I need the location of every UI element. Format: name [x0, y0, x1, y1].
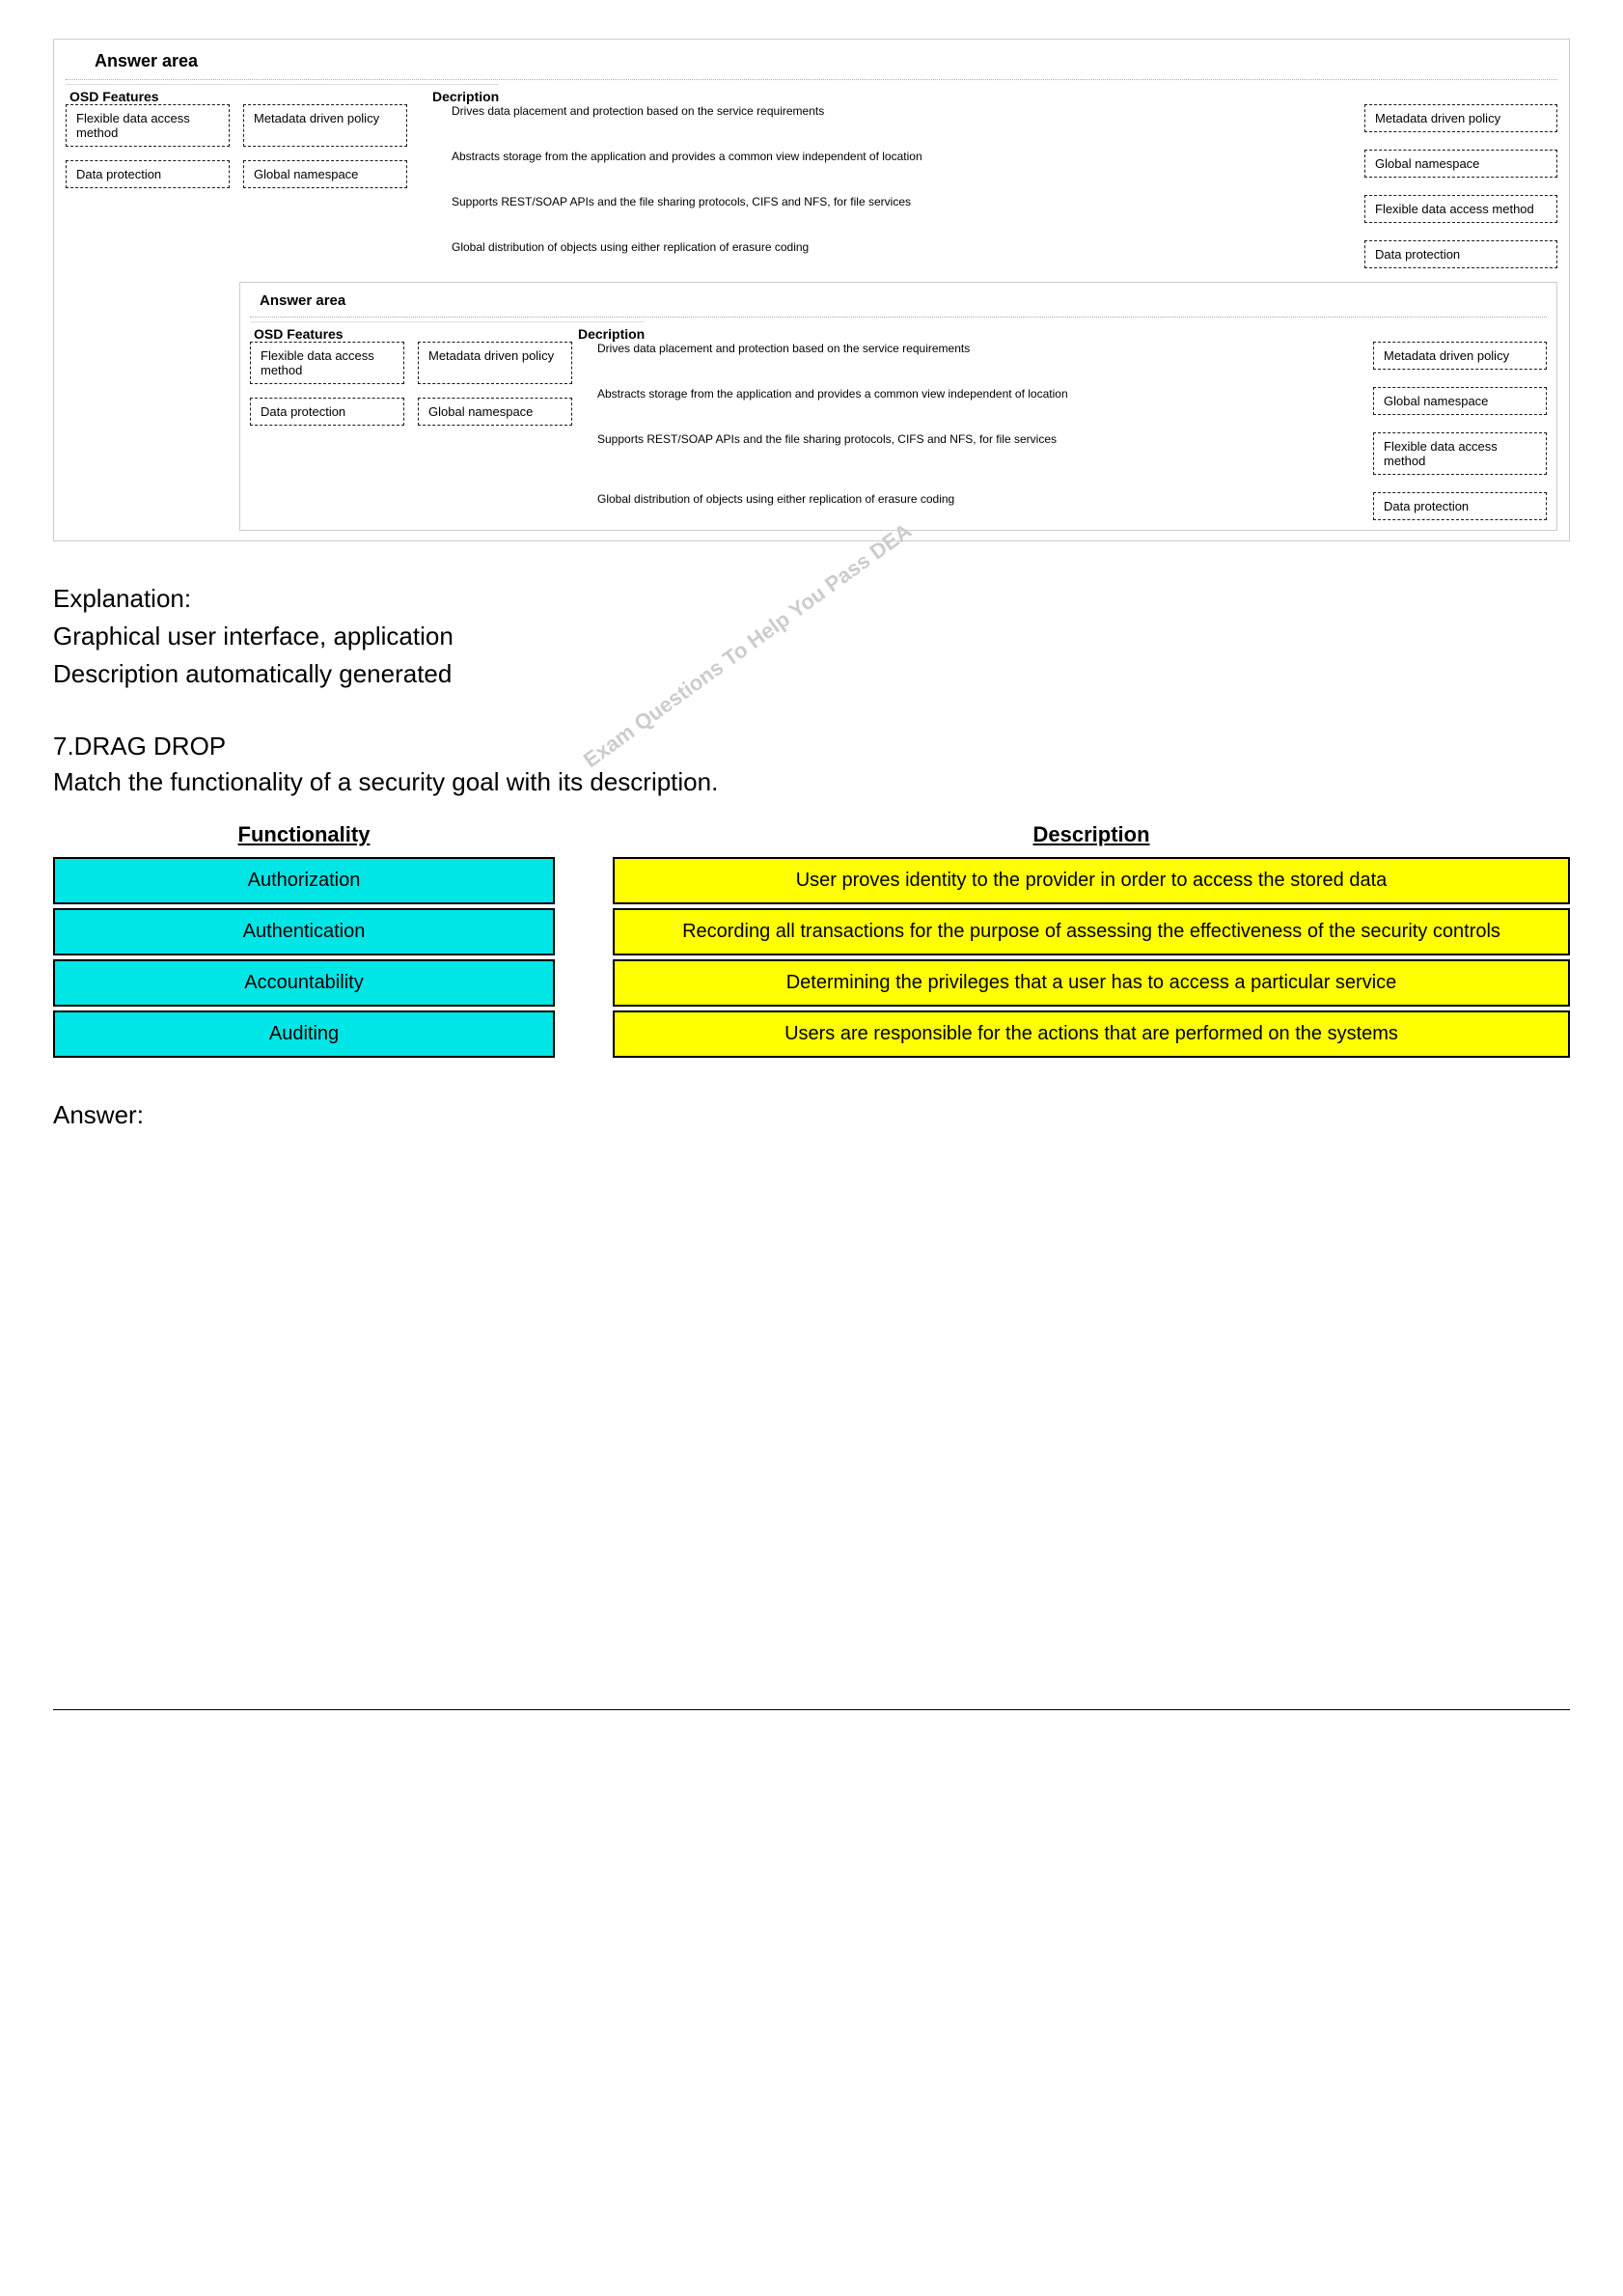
answer-drop-box[interactable]: Flexible data access method: [1373, 432, 1547, 475]
description-item[interactable]: Users are responsible for the actions th…: [613, 1010, 1570, 1058]
functionality-item[interactable]: Accountability: [53, 959, 555, 1007]
feature-box[interactable]: Metadata driven policy: [418, 342, 572, 384]
osd-features-column: Flexible data access method Metadata dri…: [66, 104, 432, 268]
answer-drop-box[interactable]: Metadata driven policy: [1364, 104, 1557, 132]
feature-box[interactable]: Global namespace: [243, 160, 407, 188]
explanation-title: Explanation:: [53, 580, 1570, 618]
description-item[interactable]: Recording all transactions for the purpo…: [613, 908, 1570, 955]
answer-area-title-1: Answer area: [95, 51, 1557, 71]
divider: [250, 317, 1547, 318]
description-header: Decription: [578, 321, 645, 342]
description-text: Abstracts storage from the application a…: [597, 387, 1354, 402]
question-7-text: Match the functionality of a security go…: [53, 767, 1570, 797]
functionality-header: Functionality: [53, 822, 555, 847]
panel-2: Answer area OSD Features Decription Flex…: [239, 282, 1557, 531]
functionality-item[interactable]: Auditing: [53, 1010, 555, 1058]
description-row: Supports REST/SOAP APIs and the file sha…: [452, 195, 1557, 223]
description-header: Description: [613, 822, 1570, 847]
feature-row: Flexible data access method Metadata dri…: [66, 104, 432, 147]
divider: [66, 79, 1557, 80]
description-row: Drives data placement and protection bas…: [597, 342, 1547, 370]
panel-1: Answer area OSD Features Decription Flex…: [53, 39, 1570, 541]
description-text: Drives data placement and protection bas…: [452, 104, 1345, 120]
panel1-body: Flexible data access method Metadata dri…: [66, 104, 1557, 268]
description-text: Drives data placement and protection bas…: [597, 342, 1354, 357]
feature-row: Data protection Global namespace: [250, 398, 578, 426]
answer-drop-box[interactable]: Flexible data access method: [1364, 195, 1557, 223]
answer-drop-box[interactable]: Global namespace: [1373, 387, 1547, 415]
description-text: Supports REST/SOAP APIs and the file sha…: [597, 432, 1354, 448]
explanation-block: Explanation: Graphical user interface, a…: [53, 580, 1570, 693]
description-row: Global distribution of objects using eit…: [597, 492, 1547, 520]
description-text: Supports REST/SOAP APIs and the file sha…: [452, 195, 1345, 210]
answer-area-title-2: Answer area: [260, 292, 1547, 309]
answer-label: Answer:: [53, 1100, 1570, 1130]
description-row: Drives data placement and protection bas…: [452, 104, 1557, 132]
feature-box[interactable]: Global namespace: [418, 398, 572, 426]
feature-row: Flexible data access method Metadata dri…: [250, 342, 578, 384]
answer-drop-box[interactable]: Global namespace: [1364, 150, 1557, 178]
description-text: Global distribution of objects using eit…: [597, 492, 1354, 508]
panel2-headers: OSD Features Decription: [250, 321, 1547, 342]
description-header: Decription: [432, 84, 499, 104]
osd-features-header: OSD Features: [66, 84, 432, 104]
drag-drop-table: Functionality Authorization Authenticati…: [53, 822, 1570, 1062]
answer-drop-box[interactable]: Metadata driven policy: [1373, 342, 1547, 370]
question-7-heading: 7.DRAG DROP: [53, 732, 1570, 761]
feature-box[interactable]: Data protection: [250, 398, 404, 426]
page-footer-line: [53, 1709, 1570, 1710]
osd-features-column: Flexible data access method Metadata dri…: [250, 342, 578, 520]
feature-box[interactable]: Flexible data access method: [250, 342, 404, 384]
panel2-body: Flexible data access method Metadata dri…: [250, 342, 1547, 520]
description-text: Global distribution of objects using eit…: [452, 240, 1345, 256]
description-row: Global distribution of objects using eit…: [452, 240, 1557, 268]
description-text: Abstracts storage from the application a…: [452, 150, 1345, 165]
description-row: Abstracts storage from the application a…: [597, 387, 1547, 415]
answer-drop-box[interactable]: Data protection: [1364, 240, 1557, 268]
description-item[interactable]: User proves identity to the provider in …: [613, 857, 1570, 904]
explanation-line: Description automatically generated: [53, 655, 1570, 693]
answer-drop-box[interactable]: Data protection: [1373, 492, 1547, 520]
description-column: Description User proves identity to the …: [613, 822, 1570, 1062]
description-row: Supports REST/SOAP APIs and the file sha…: [597, 432, 1547, 475]
description-item[interactable]: Determining the privileges that a user h…: [613, 959, 1570, 1007]
feature-box[interactable]: Flexible data access method: [66, 104, 230, 147]
description-column: Drives data placement and protection bas…: [578, 342, 1547, 520]
description-row: Abstracts storage from the application a…: [452, 150, 1557, 178]
description-column: Drives data placement and protection bas…: [432, 104, 1557, 268]
osd-features-header: OSD Features: [250, 321, 578, 342]
functionality-column: Functionality Authorization Authenticati…: [53, 822, 555, 1062]
feature-box[interactable]: Metadata driven policy: [243, 104, 407, 147]
functionality-item[interactable]: Authorization: [53, 857, 555, 904]
explanation-line: Graphical user interface, application: [53, 618, 1570, 655]
feature-row: Data protection Global namespace: [66, 160, 432, 188]
panel1-headers: OSD Features Decription: [66, 84, 1557, 104]
feature-box[interactable]: Data protection: [66, 160, 230, 188]
functionality-item[interactable]: Authentication: [53, 908, 555, 955]
